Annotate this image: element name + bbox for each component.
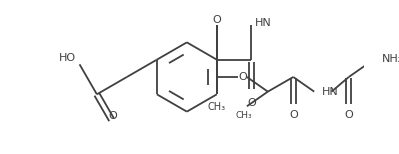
Text: O: O xyxy=(247,98,256,108)
Text: HN: HN xyxy=(322,87,338,97)
Text: O: O xyxy=(344,110,353,120)
Text: O: O xyxy=(238,72,247,82)
Text: HO: HO xyxy=(59,53,76,63)
Text: CH₃: CH₃ xyxy=(236,111,253,120)
Text: CH₃: CH₃ xyxy=(208,102,226,112)
Text: O: O xyxy=(108,111,117,121)
Text: HN: HN xyxy=(255,18,272,28)
Text: NH₂: NH₂ xyxy=(381,54,399,64)
Text: O: O xyxy=(289,110,298,120)
Text: O: O xyxy=(212,15,221,25)
